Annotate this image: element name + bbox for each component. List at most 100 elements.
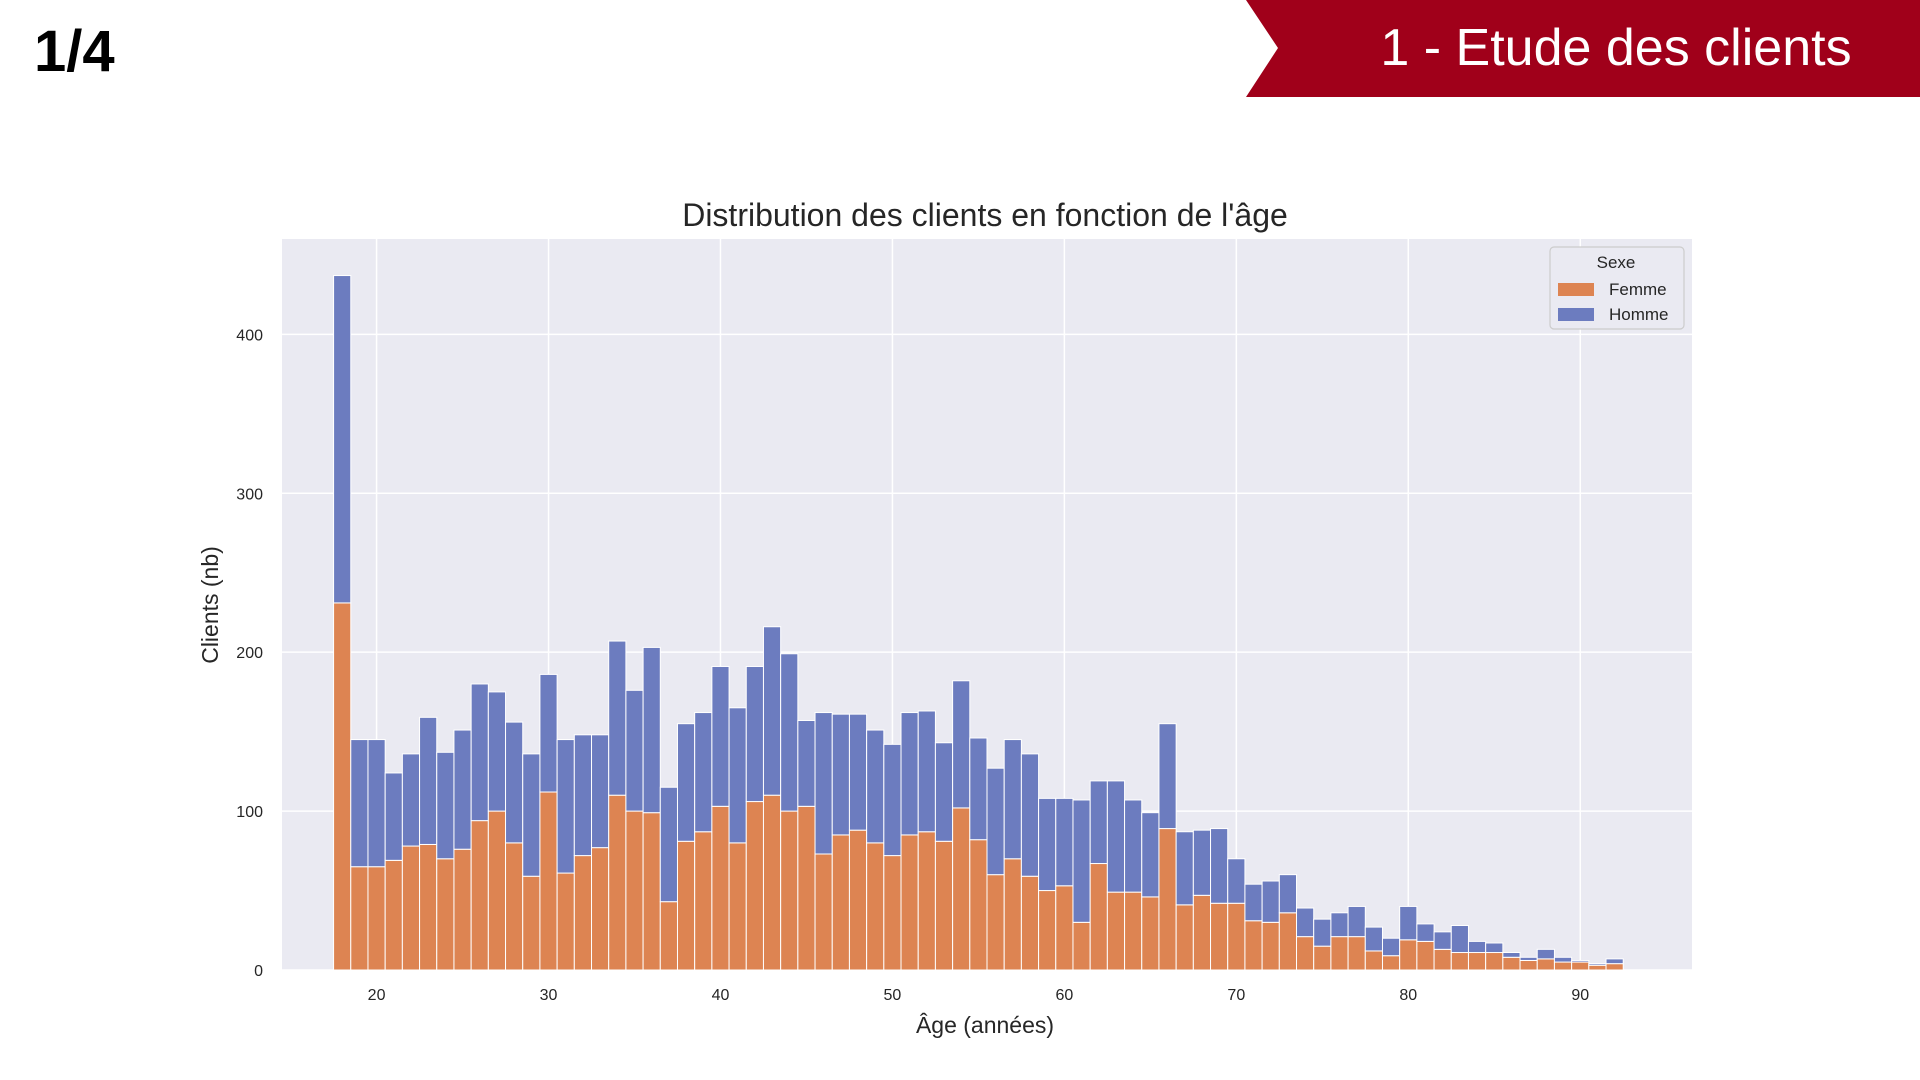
bar-femme xyxy=(522,875,541,971)
bar-homme xyxy=(1485,942,1504,954)
bar-homme xyxy=(1433,931,1452,950)
y-tick-label: 300 xyxy=(236,486,263,503)
bar-homme xyxy=(1588,963,1607,966)
bar-femme xyxy=(419,843,438,971)
bar-femme xyxy=(694,831,713,971)
bar-femme xyxy=(591,847,610,971)
bar-femme xyxy=(505,842,524,971)
bar-femme xyxy=(1502,956,1521,971)
bar-homme xyxy=(1003,739,1022,860)
bar-homme xyxy=(1450,925,1469,954)
bar-femme xyxy=(1347,936,1366,971)
bar-femme xyxy=(1020,875,1040,971)
x-tick-label: 80 xyxy=(1399,987,1417,1004)
bar-homme xyxy=(1296,907,1315,938)
bar-femme xyxy=(711,805,730,971)
bar-homme xyxy=(1536,948,1555,960)
bar-homme xyxy=(1605,958,1624,965)
bar-homme xyxy=(1158,723,1177,830)
bar-homme xyxy=(384,772,403,861)
bar-femme xyxy=(1588,964,1607,971)
x-tick-label: 60 xyxy=(1055,987,1073,1004)
bar-femme xyxy=(934,840,954,971)
bar-femme xyxy=(831,834,850,971)
bar-homme xyxy=(1106,780,1126,893)
slide-number: 1/4 xyxy=(34,19,115,84)
bar-homme xyxy=(367,739,386,868)
bar-femme xyxy=(1210,902,1229,971)
bar-homme xyxy=(1020,753,1040,877)
bar-homme xyxy=(1141,812,1160,898)
bar-femme xyxy=(1089,863,1108,971)
bar-femme xyxy=(1536,958,1555,971)
bar-homme xyxy=(1227,858,1246,904)
bar-homme xyxy=(1553,956,1573,963)
bar-femme xyxy=(1467,952,1487,971)
bar-homme xyxy=(1502,952,1521,958)
bar-homme xyxy=(401,753,421,847)
y-tick-label: 400 xyxy=(236,327,263,344)
bar-femme xyxy=(986,874,1005,971)
bar-femme xyxy=(797,805,816,971)
bar-femme xyxy=(900,834,919,971)
bar-femme xyxy=(1003,858,1022,971)
bar-homme xyxy=(625,689,644,812)
x-tick-label: 90 xyxy=(1571,987,1589,1004)
bar-femme xyxy=(1141,896,1160,971)
bar-femme xyxy=(556,872,575,971)
bar-homme xyxy=(453,729,472,850)
bar-femme xyxy=(1553,961,1573,971)
bar-femme xyxy=(1158,828,1177,971)
bar-femme xyxy=(883,855,902,971)
bar-homme xyxy=(866,729,885,844)
bar-homme xyxy=(762,626,782,796)
bar-femme xyxy=(780,810,799,971)
bar-femme xyxy=(1433,948,1452,971)
bar-femme xyxy=(539,791,558,971)
bar-femme xyxy=(1313,945,1332,971)
bar-homme xyxy=(1038,797,1057,892)
bar-homme xyxy=(556,739,575,874)
legend-label-homme: Homme xyxy=(1609,305,1669,324)
bar-homme xyxy=(694,712,713,833)
bar-homme xyxy=(1330,912,1349,938)
bar-femme xyxy=(762,794,782,971)
bar-homme xyxy=(745,665,764,803)
section-title: 1 - Etude des clients xyxy=(1380,19,1852,77)
bar-femme xyxy=(453,848,472,971)
bar-femme xyxy=(1416,940,1435,971)
bar-femme xyxy=(608,794,627,971)
bar-homme xyxy=(1399,905,1418,941)
bar-homme xyxy=(780,653,799,812)
bar-femme xyxy=(350,866,369,971)
bar-femme xyxy=(1296,936,1315,971)
bar-homme xyxy=(900,712,919,836)
bar-homme xyxy=(659,786,678,903)
bar-femme xyxy=(969,839,988,971)
x-tick-label: 20 xyxy=(368,987,386,1004)
bar-femme xyxy=(917,831,936,971)
bar-homme xyxy=(797,720,816,807)
legend-swatch-femme xyxy=(1558,283,1594,296)
bar-femme xyxy=(676,840,696,971)
bar-femme xyxy=(1519,959,1538,971)
bar-homme xyxy=(642,646,661,814)
bar-homme xyxy=(1519,956,1538,961)
banner-shape xyxy=(1246,0,1920,97)
x-tick-label: 70 xyxy=(1227,987,1245,1004)
bar-femme xyxy=(436,858,455,971)
bar-femme xyxy=(401,845,421,971)
bar-homme xyxy=(419,716,438,845)
bar-femme xyxy=(1278,912,1298,971)
bar-femme xyxy=(1330,936,1349,971)
bar-homme xyxy=(1364,926,1383,952)
bar-homme xyxy=(934,742,954,842)
bar-femme xyxy=(728,842,747,971)
bar-femme xyxy=(1485,952,1504,971)
bar-femme xyxy=(1364,950,1383,971)
bar-femme xyxy=(1261,921,1280,971)
bar-femme xyxy=(659,901,678,971)
bar-femme xyxy=(1571,961,1590,971)
section-banner: 1 - Etude des clients xyxy=(1246,0,1920,97)
